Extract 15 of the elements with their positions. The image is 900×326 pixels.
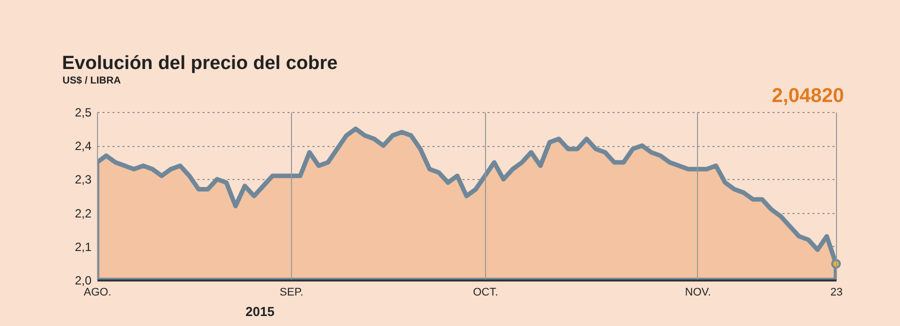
x-tick-label: NOV. — [684, 286, 711, 298]
x-tick-label: SEP. — [280, 286, 304, 298]
x-tick-label: AGO. — [84, 286, 112, 298]
y-tick-label: 2,2 — [74, 206, 92, 220]
y-tick-label: 2,0 — [74, 274, 92, 288]
y-axis-title: US$ / LIBRA — [62, 76, 121, 86]
y-tick-label: 2,5 — [74, 106, 92, 120]
text: 2,04820 — [772, 85, 844, 107]
x-tick-label: OCT. — [472, 286, 498, 298]
y-tick-label: 2,1 — [74, 240, 92, 254]
x-tick-label: 23 — [830, 286, 843, 298]
chart-title: Evolución del precio del cobre — [62, 53, 338, 74]
y-tick-label: 2,3 — [74, 172, 92, 187]
text: 2015 — [246, 304, 274, 319]
y-tick-label: 2,4 — [74, 139, 92, 154]
